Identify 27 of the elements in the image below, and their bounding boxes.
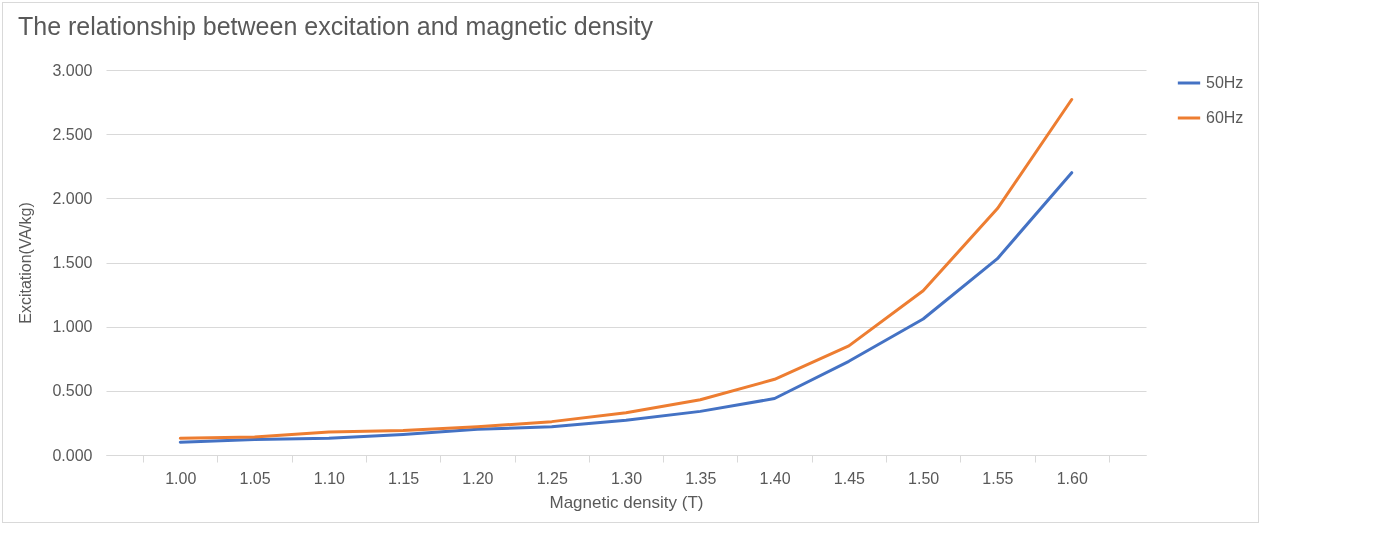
y-tick-label: 2.500: [52, 125, 93, 143]
x-tick-label: 1.15: [388, 469, 420, 487]
x-tick-label: 1.60: [1056, 469, 1088, 487]
x-axis-title: Magnetic density (T): [549, 492, 704, 512]
x-tick-label: 1.10: [313, 469, 346, 487]
x-tick-label: 1.45: [833, 469, 866, 487]
y-tick-label: 2.000: [52, 189, 93, 207]
x-tick-label: 1.30: [610, 469, 643, 487]
x-tick-label: 1.50: [908, 469, 940, 487]
legend-label: 50Hz: [1206, 74, 1244, 91]
x-tick-label: 1.20: [462, 469, 494, 487]
x-tick-label: 1.40: [759, 469, 791, 487]
y-tick-label: 1.000: [52, 318, 93, 336]
y-tick-label: 1.500: [52, 254, 93, 271]
x-tick-label: 1.00: [165, 469, 197, 487]
line-series: [178, 98, 1074, 440]
x-tick-label: 1.35: [685, 469, 717, 487]
y-axis-title: Excitation(VA/kg): [17, 202, 35, 324]
x-tick-label: 1.05: [239, 469, 271, 487]
x-tick-label: 1.25: [536, 469, 568, 487]
line-series: [178, 171, 1074, 444]
x-tick-label: 1.55: [982, 469, 1014, 487]
chart-title: The relationship between excitation and magnetic density: [17, 12, 654, 40]
y-tick-label: 0.000: [52, 446, 93, 464]
y-tick-label: 0.500: [52, 382, 93, 400]
legend-label: 60Hz: [1206, 109, 1244, 126]
y-tick-label: 3.000: [52, 61, 93, 79]
